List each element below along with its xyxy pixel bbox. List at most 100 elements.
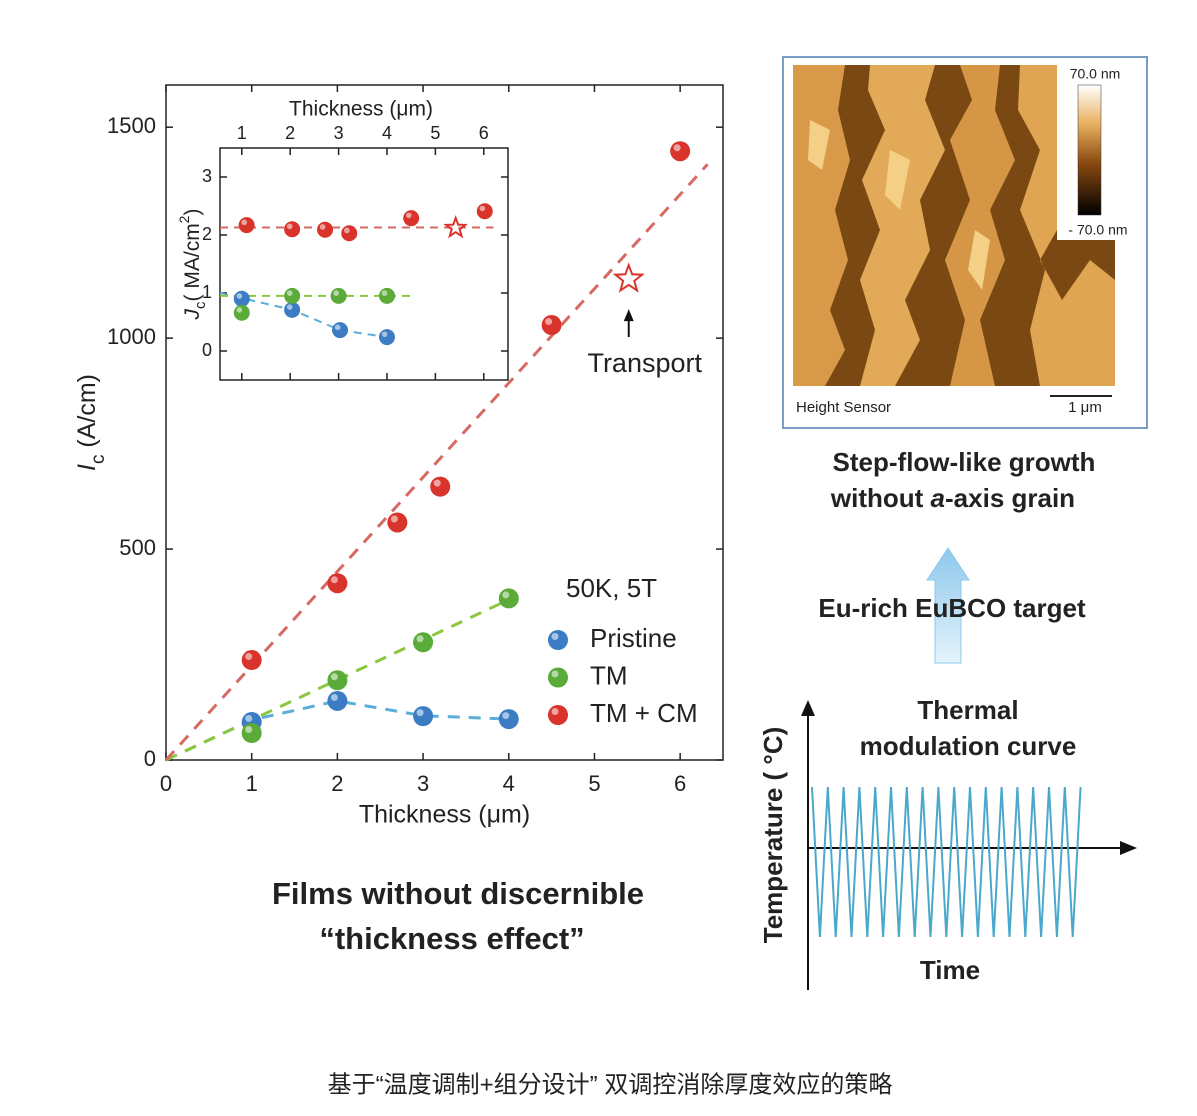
- thermal-y-label: Temperature ( °C): [758, 727, 788, 944]
- afm-caption-part: -axis grain: [945, 483, 1075, 513]
- y-tick-label: 3: [202, 166, 212, 186]
- data-point: [330, 287, 347, 304]
- y-label-symbol: J: [181, 308, 204, 320]
- data-point: [387, 512, 408, 533]
- annotation: Transport: [587, 348, 702, 378]
- x-tick-label: 0: [160, 771, 172, 796]
- legend-marker: [548, 705, 568, 725]
- y-axis-label: Jc( MA/cm2): [176, 209, 210, 321]
- x-tick-label: 3: [334, 123, 344, 143]
- y-tick-label: 1500: [107, 113, 156, 138]
- y-tick-label: 0: [202, 340, 212, 360]
- point-highlight: [236, 307, 243, 313]
- y-axis-label: Ic (A/cm): [73, 374, 109, 471]
- point-highlight: [479, 205, 486, 212]
- data-point: [541, 315, 562, 336]
- y-label-unit: ( MA/cm: [181, 223, 204, 301]
- point-highlight: [236, 293, 243, 299]
- x-tick-label: 4: [382, 123, 392, 143]
- figure-caption: 基于“温度调制+组分设计” 双调控消除厚度效应的策略: [328, 1071, 893, 1098]
- data-point: [498, 709, 519, 730]
- plot-frame: [219, 147, 509, 381]
- point-highlight: [245, 653, 253, 661]
- x-tick-label: 1: [246, 771, 258, 796]
- data-point: [238, 217, 255, 234]
- point-highlight: [330, 693, 338, 701]
- thermal-title: modulation curve: [860, 731, 1077, 761]
- y-label-close: ): [181, 209, 204, 216]
- star-point: [443, 215, 468, 239]
- y-tick-label: 2: [202, 224, 212, 244]
- films-caption: “thickness effect”: [319, 921, 584, 956]
- x-tick-label: 6: [479, 123, 489, 143]
- data-point: [430, 476, 451, 497]
- x-tick-label: 2: [285, 123, 295, 143]
- y-tick-label: 1000: [107, 324, 156, 349]
- up-arrow: [926, 547, 970, 664]
- y-tick-label: 0: [144, 746, 156, 771]
- x-tick-label: 1: [237, 123, 247, 143]
- colorbar-max: 70.0 nm: [1070, 66, 1121, 82]
- point-highlight: [390, 515, 398, 523]
- target-label: Eu-rich EuBCO target: [818, 593, 1086, 623]
- y-label-sub: c: [192, 301, 209, 309]
- x-tick-label: 6: [674, 771, 686, 796]
- data-point: [284, 221, 301, 238]
- legend-marker: [548, 630, 568, 650]
- point-highlight: [245, 715, 253, 723]
- colorbar-min: - 70.0 nm: [1068, 222, 1127, 238]
- y-tick-label: 500: [119, 535, 156, 560]
- thermal-wave: [811, 786, 1082, 938]
- y-label-sup: 2: [176, 215, 192, 223]
- films-caption: Films without discernible: [272, 876, 644, 911]
- data-point: [670, 141, 691, 162]
- point-highlight: [286, 290, 293, 296]
- x-tick-label: 4: [503, 771, 515, 796]
- y-label-symbol: I: [73, 464, 101, 471]
- star-point: [612, 262, 645, 293]
- annotation-arrowhead: [623, 309, 634, 322]
- y-tick-label: 1: [202, 282, 212, 302]
- data-point: [413, 632, 434, 653]
- legend-label: TM: [590, 660, 628, 690]
- point-highlight: [433, 479, 441, 487]
- thermal-x-label: Time: [920, 955, 980, 985]
- point-highlight: [330, 576, 338, 584]
- legend-marker-highlight: [551, 633, 559, 640]
- point-highlight: [502, 591, 510, 599]
- data-point: [241, 650, 262, 671]
- afm-caption-part: without: [830, 483, 931, 513]
- data-point: [241, 723, 262, 743]
- point-highlight: [381, 331, 388, 338]
- afm-image: [793, 65, 1115, 397]
- point-highlight: [673, 144, 681, 152]
- point-highlight: [241, 219, 248, 226]
- x-tick-label: 3: [417, 771, 429, 796]
- point-highlight: [333, 290, 339, 296]
- data-point: [332, 322, 349, 339]
- data-point: [284, 301, 301, 318]
- afm-caption: Step-flow-like growth: [833, 447, 1096, 477]
- data-point: [233, 304, 250, 321]
- data-point: [327, 670, 348, 691]
- data-point: [378, 329, 395, 346]
- legend-marker-highlight: [551, 708, 559, 715]
- point-highlight: [416, 635, 424, 643]
- data-point: [327, 690, 348, 711]
- x-tick-label: 5: [588, 771, 600, 796]
- afm-sensor-label: Height Sensor: [796, 399, 891, 416]
- afm-caption-italic: a: [931, 483, 945, 513]
- point-highlight: [286, 304, 293, 310]
- point-highlight: [545, 318, 553, 326]
- x-axis-label: Thickness (μm): [289, 98, 433, 121]
- point-highlight: [416, 709, 424, 717]
- x-tick-label: 5: [430, 123, 440, 143]
- data-point: [284, 287, 301, 304]
- data-point: [413, 706, 434, 727]
- data-point: [317, 221, 334, 238]
- x-axis-label: Thickness (μm): [359, 801, 530, 829]
- thermal-title: Thermal: [917, 695, 1018, 725]
- legend-label: Pristine: [590, 623, 677, 653]
- legend-marker-highlight: [551, 670, 559, 678]
- data-point: [233, 290, 250, 307]
